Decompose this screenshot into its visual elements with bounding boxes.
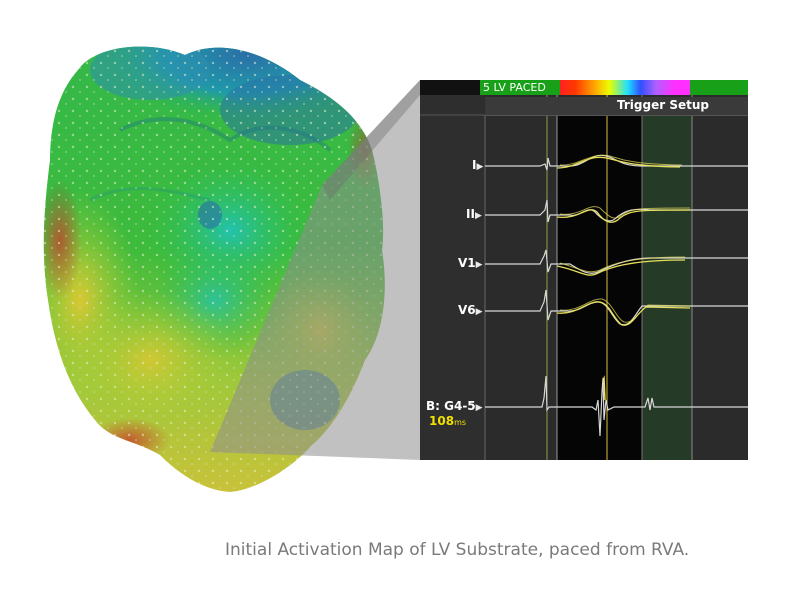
egm-panel: 5 LV PACED <box>420 80 748 460</box>
egm-traces <box>420 95 748 460</box>
lead-arrow-icon: ▶ <box>475 307 483 317</box>
lead-label-column <box>420 95 484 460</box>
lead-arrow-icon: ▶ <box>475 260 483 270</box>
lead-label-v1: V1▶ <box>458 256 483 270</box>
figure-caption: Initial Activation Map of LV Substrate, … <box>225 540 690 560</box>
lead-label-bipolar: B: G4-5▶ <box>426 399 483 413</box>
status-indicator <box>690 80 748 95</box>
measurement-value: 108ms <box>429 414 467 428</box>
color-scale-bar <box>560 80 690 95</box>
lead-label-v6: V6▶ <box>458 303 483 317</box>
lead-arrow-icon: ▶ <box>475 403 483 413</box>
status-label: 5 LV PACED <box>480 80 563 95</box>
lead-label-i: I▶ <box>472 158 484 172</box>
trigger-setup-bar: Trigger Setup <box>485 97 748 116</box>
lead-arrow-icon: ▶ <box>474 211 482 221</box>
lead-arrow-icon: ▶ <box>476 162 484 172</box>
lead-label-ii: II▶ <box>466 207 482 221</box>
trigger-setup-label: Trigger Setup <box>617 98 709 112</box>
